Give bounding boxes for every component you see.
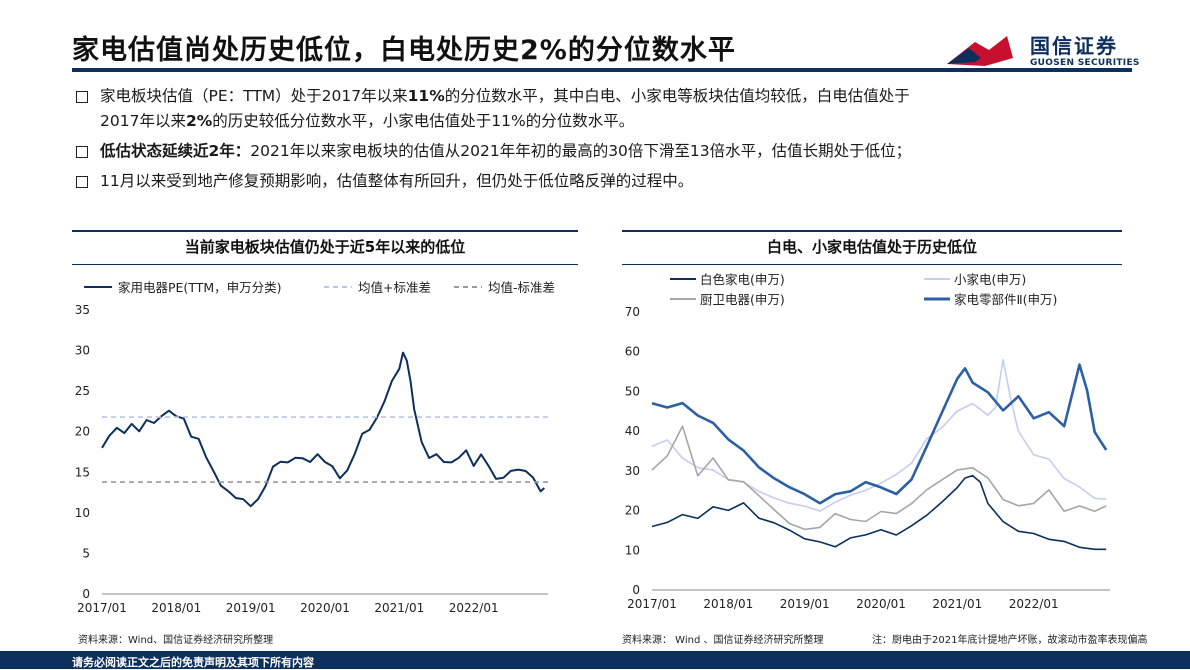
y-tick-label: 30: [75, 344, 90, 358]
y-tick-label: 0: [82, 587, 90, 601]
right-panel-top-rule: [622, 230, 1122, 232]
x-tick-label: 2017/01: [77, 601, 127, 615]
bullet-3-text: 11月以来受到地产修复预期影响，估值整体有所回升，但仍处于低位略反弹的过程中。: [100, 172, 694, 190]
bullet-3: 11月以来受到地产修复预期影响，估值整体有所回升，但仍处于低位略反弹的过程中。: [76, 169, 1136, 194]
x-tick-label: 2020/01: [300, 601, 350, 615]
y-tick-label: 30: [625, 464, 640, 478]
y-tick-label: 5: [82, 546, 90, 560]
right-source: 资料来源： Wind 、国信证券经济研究所整理: [622, 635, 824, 646]
logo-text-en: GUOSEN SECURITIES: [1030, 58, 1140, 68]
bullet-2: 低估状态延续近2年：2021年以来家电板块的估值从2021年年初的最高的30倍下…: [76, 139, 1136, 164]
y-tick-label: 60: [625, 345, 640, 359]
left-panel-bottom-rule: [72, 264, 578, 265]
x-tick-label: 2019/01: [780, 597, 830, 611]
y-tick-label: 15: [75, 465, 90, 479]
checkbox-square-icon: [76, 146, 88, 158]
legend-label-3: 家电零部件Ⅱ(申万): [954, 292, 1057, 307]
guosen-logo-icon: [947, 36, 1013, 66]
legend-label-0: 家用电器PE(TTM，申万分类): [118, 280, 282, 295]
y-tick-label: 40: [625, 424, 640, 438]
y-tick-label: 70: [625, 305, 640, 319]
bullet-list: 家电板块估值（PE：TTM）处于2017年以来11%的分位数水平，其中白电、小家…: [76, 84, 1136, 199]
bullet-1: 家电板块估值（PE：TTM）处于2017年以来11%的分位数水平，其中白电、小家…: [76, 84, 1136, 134]
footer-bar: [0, 651, 1190, 669]
x-tick-label: 2022/01: [1009, 597, 1059, 611]
left-panel-title: 当前家电板块估值仍处于近5年以来的低位: [184, 238, 466, 256]
y-tick-label: 35: [75, 303, 90, 317]
title-divider: [72, 68, 1132, 72]
left-chart: 家用电器PE(TTM，申万分类) 均值+标准差 均值-标准差 0 5 10 15 20 25 30…: [75, 280, 555, 615]
checkbox-square-icon: [76, 91, 88, 103]
y-tick-label: 10: [625, 543, 640, 557]
logo-text-cn: 国信证券: [1030, 34, 1118, 58]
page-title: 家电估值尚处历史低位，白电处历史2%的分位数水平: [72, 35, 736, 66]
x-tick-label: 2019/01: [226, 601, 276, 615]
y-tick-label: 20: [75, 425, 90, 439]
series-line-0: [101, 351, 545, 508]
series-line-2: [651, 425, 1107, 531]
x-tick-label: 2017/01: [627, 597, 677, 611]
x-tick-label: 2021/01: [932, 597, 982, 611]
bullet-1-text-b: 的分位数水平，其中白电、小家电等板块估值均较低，白电估值处于: [444, 87, 910, 105]
bullet-2-heading: 低估状态延续近2年：: [100, 142, 251, 160]
series-line-1: [651, 358, 1107, 512]
right-chart: 白色家电(申万) 小家电(申万) 厨卫电器(申万) 家电零部件Ⅱ(申万) 0 10 20 30…: [625, 272, 1110, 611]
y-tick-label: 25: [75, 384, 90, 398]
x-tick-label: 2021/01: [374, 601, 424, 615]
left-source: 资料来源：Wind、国信证券经济研究所整理: [78, 635, 274, 646]
bullet-1-line2-highlight: 2%: [185, 112, 213, 130]
right-panel-title: 白电、小家电估值处于历史低位: [766, 238, 977, 256]
bullet-2-text: 2021年以来家电板块的估值从2021年年初的最高的30倍下滑至13倍水平，估值…: [250, 142, 912, 160]
right-panel-bottom-rule: [622, 264, 1122, 265]
series-line-3: [651, 363, 1108, 505]
series-line-0: [651, 474, 1107, 551]
x-tick-label: 2020/01: [856, 597, 906, 611]
footer-disclaimer: 请务必阅读正文之后的免责声明及其项下所有内容: [72, 656, 314, 669]
right-note: 注：厨电由于2021年底计提地产坏账，故滚动市盈率表现偏高: [872, 635, 1148, 646]
y-tick-label: 0: [632, 583, 640, 597]
y-tick-label: 20: [625, 504, 640, 518]
y-tick-label: 10: [75, 506, 90, 520]
legend-label-0: 白色家电(申万): [700, 272, 785, 287]
x-tick-label: 2018/01: [703, 597, 753, 611]
left-panel-top-rule: [72, 230, 578, 232]
x-tick-label: 2022/01: [449, 601, 499, 615]
legend-label-1: 小家电(申万): [954, 272, 1026, 287]
x-tick-label: 2018/01: [151, 601, 201, 615]
legend-label-2: 厨卫电器(申万): [700, 292, 785, 307]
bullet-1-line2-b: 的历史较低分位数水平，小家电估值处于11%的分位数水平。: [212, 112, 635, 130]
bullet-1-highlight: 11%: [407, 87, 445, 105]
y-tick-label: 50: [625, 384, 640, 398]
legend-label-2: 均值-标准差: [488, 280, 555, 295]
legend-label-1: 均值+标准差: [358, 280, 431, 295]
bullet-1-text-a: 家电板块估值（PE：TTM）处于2017年以来: [100, 87, 408, 105]
checkbox-square-icon: [76, 176, 88, 188]
bullet-1-line2-a: 2017年以来: [100, 112, 186, 130]
